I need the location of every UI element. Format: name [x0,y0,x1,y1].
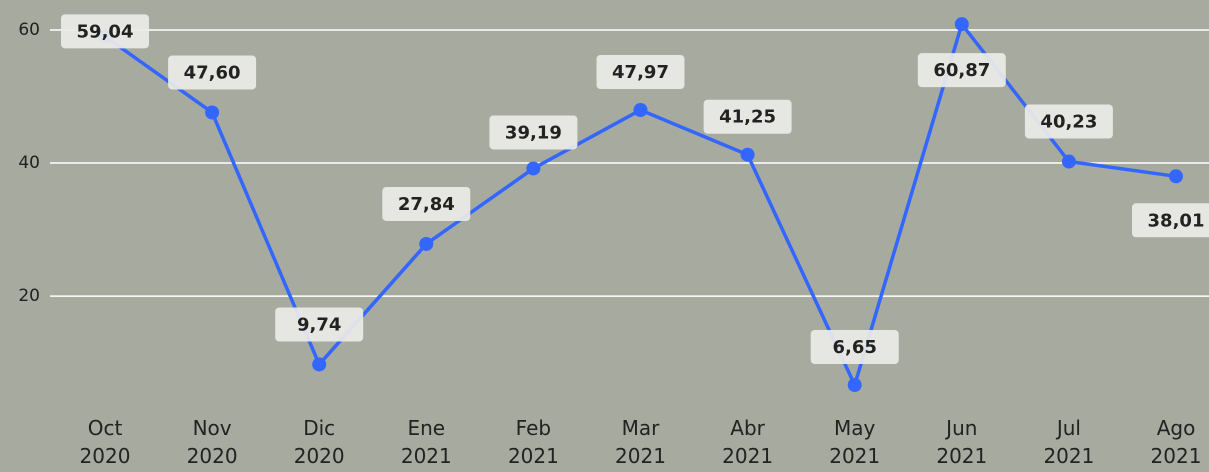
x-tick-label: Nov 2020 [186,416,238,468]
marker [1061,154,1076,169]
x-tick-label: Jul 2021 [1043,416,1095,468]
value-label-box [382,186,471,221]
value-label-box [1024,104,1113,139]
value-label: 39,19 [505,122,562,143]
x-tick-label: Ene 2021 [400,416,452,468]
marker [312,357,327,372]
x-tick-label: Abr 2021 [722,416,774,468]
value-label: 6,65 [832,337,876,358]
value-label: 60,87 [933,60,990,81]
y-tick-label: 20 [18,286,40,306]
value-label: 47,97 [612,62,669,83]
marker [954,17,969,32]
marker [526,161,541,176]
value-label-box [489,115,578,150]
value-label: 41,25 [719,107,776,128]
value-label-box [917,53,1006,88]
value-label-box [1132,203,1209,238]
value-label: 59,04 [77,21,134,42]
value-label: 47,60 [184,62,241,83]
marker [205,105,220,120]
x-tick-label: Mar 2021 [615,416,666,468]
y-tick-label: 40 [18,153,40,173]
value-label-box [275,307,364,342]
x-tick-label: May 2021 [829,416,881,468]
x-tick-label: Dic 2020 [293,416,345,468]
value-label-box [168,55,257,90]
y-tick-label: 60 [18,20,40,40]
marker [1169,169,1183,184]
value-label: 40,23 [1040,112,1097,133]
x-tick-label: Feb 2021 [507,416,559,468]
x-tick-label: Oct 2020 [79,416,131,468]
value-label-box [810,330,899,365]
value-label: 9,74 [297,314,341,335]
marker [740,147,755,162]
value-label-box [703,99,792,134]
value-label-box [61,14,149,49]
marker [419,236,434,251]
marker [633,103,648,118]
value-label-box [596,55,685,90]
x-tick-label: Jun 2021 [936,416,988,468]
value-label: 38,01 [1148,210,1205,231]
marker [847,378,862,393]
x-tick-label: Ago 2021 [1150,416,1202,468]
value-label: 27,84 [398,194,455,215]
